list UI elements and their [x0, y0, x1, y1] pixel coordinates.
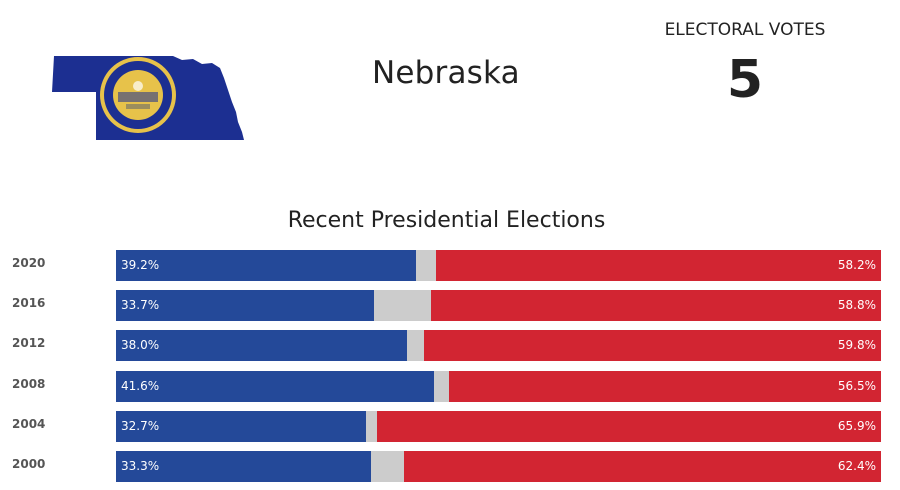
- rep-pct-label: 62.4%: [837, 459, 876, 473]
- other-bar: [370, 451, 404, 482]
- rep-bar: 58.8%: [431, 290, 881, 322]
- year-label: 2012: [12, 336, 46, 351]
- other-bar: [415, 250, 436, 281]
- other-bar: [373, 290, 432, 322]
- year-label: 2020: [12, 256, 46, 270]
- bar-row: 39.2% 58.2%: [116, 250, 881, 281]
- other-bar: [434, 370, 449, 402]
- year-label: 2008: [12, 376, 46, 391]
- dem-bar: 33.7%: [116, 290, 374, 322]
- rep-pct-label: 58.8%: [837, 298, 876, 313]
- bar-row: 41.6% 56.5%: [116, 370, 881, 402]
- state-name: Nebraska: [372, 55, 520, 91]
- bar-row: 33.7% 58.8%: [116, 290, 881, 322]
- dem-pct-label: 33.7%: [121, 298, 160, 313]
- rep-bar: 62.4%: [403, 451, 881, 482]
- rep-bar: 56.5%: [448, 370, 881, 402]
- electoral-votes-label: ELECTORAL VOTES: [664, 20, 826, 40]
- dem-pct-label: 38.0%: [121, 338, 160, 353]
- rep-pct-label: 65.9%: [837, 418, 876, 433]
- nebraska-map-icon: [52, 48, 246, 144]
- bar-row: 33.3% 62.4%: [116, 451, 881, 482]
- rep-bar: 65.9%: [376, 410, 881, 442]
- rep-pct-label: 58.2%: [837, 258, 876, 272]
- dem-pct-label: 32.7%: [121, 418, 160, 433]
- dem-bar: 33.3%: [116, 451, 371, 482]
- dem-bar: 39.2%: [116, 250, 416, 281]
- dem-bar: 38.0%: [116, 330, 407, 362]
- other-bar: [406, 330, 424, 362]
- electoral-votes-value: 5: [726, 50, 764, 110]
- chart-title: Recent Presidential Elections: [287, 208, 606, 233]
- year-label: 2000: [12, 457, 46, 471]
- year-label: 2016: [12, 296, 46, 311]
- dem-pct-label: 33.3%: [121, 459, 160, 473]
- bar-row: 32.7% 65.9%: [116, 410, 881, 442]
- rep-bar: 58.2%: [435, 250, 881, 281]
- dem-bar: 41.6%: [116, 370, 435, 402]
- rep-pct-label: 59.8%: [837, 338, 876, 353]
- year-label: 2004: [12, 416, 46, 431]
- other-bar: [366, 410, 377, 442]
- rep-bar: 59.8%: [423, 330, 881, 362]
- dem-pct-label: 39.2%: [121, 258, 160, 272]
- rep-pct-label: 56.5%: [837, 378, 876, 393]
- dem-pct-label: 41.6%: [121, 378, 160, 393]
- dem-bar: 32.7%: [116, 410, 367, 442]
- bar-row: 38.0% 59.8%: [116, 330, 881, 362]
